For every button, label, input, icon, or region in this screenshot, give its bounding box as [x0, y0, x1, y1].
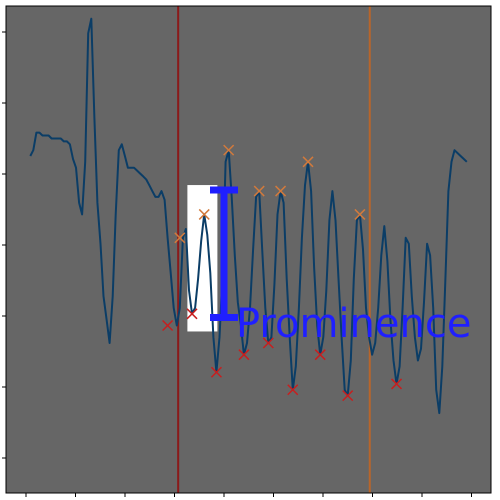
- prominence-label: Prominence: [236, 301, 471, 347]
- trough-marker-6: [314, 349, 326, 361]
- markers: [162, 144, 403, 402]
- axis-ticks: [2, 31, 472, 497]
- peak-marker-6: [354, 208, 366, 220]
- trough-marker-7: [342, 390, 354, 402]
- vertical-lines: [177, 6, 371, 493]
- trough-marker-8: [391, 378, 403, 390]
- trough-marker-3: [238, 349, 250, 361]
- peak-marker-1: [198, 208, 210, 220]
- peak-marker-4: [275, 185, 287, 197]
- trough-marker-5: [287, 384, 299, 396]
- trough-marker-1: [186, 308, 198, 320]
- peak-marker-3: [253, 185, 265, 197]
- prominence-bar: [210, 186, 238, 321]
- peak-marker-0: [174, 232, 186, 244]
- trough-marker-4: [262, 337, 274, 349]
- peak-marker-5: [302, 156, 314, 168]
- plot-frame: [5, 5, 492, 494]
- plot-area: [6, 6, 491, 493]
- trough-marker-2: [210, 366, 222, 378]
- peak-marker-2: [223, 144, 235, 156]
- signal-line: [29, 17, 468, 415]
- trough-marker-0: [162, 319, 174, 332]
